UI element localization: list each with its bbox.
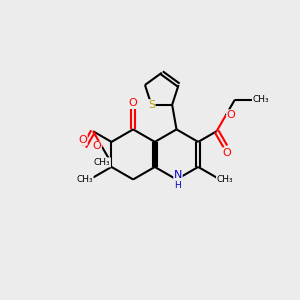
Text: CH₃: CH₃ <box>253 95 269 104</box>
Text: CH₃: CH₃ <box>76 175 93 184</box>
Text: O: O <box>227 110 236 120</box>
Text: CH₃: CH₃ <box>217 175 233 184</box>
Text: H: H <box>175 182 181 190</box>
Text: CH₃: CH₃ <box>94 158 110 167</box>
Text: N: N <box>174 170 182 180</box>
Text: O: O <box>223 148 231 158</box>
Text: O: O <box>129 98 137 108</box>
Text: O: O <box>92 142 101 152</box>
Text: O: O <box>78 135 87 145</box>
Text: S: S <box>148 100 155 110</box>
